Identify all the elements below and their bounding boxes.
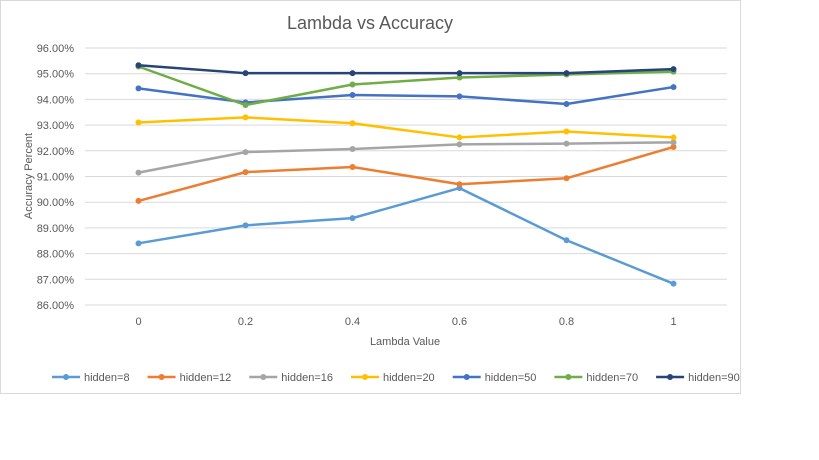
legend: hidden=8 hidden=12 hidden=16 hidden=20 hidde… [52, 372, 740, 384]
chart-area [0, 0, 741, 394]
y-tick-label: 89.00% [37, 223, 75, 235]
data-point [670, 280, 677, 287]
data-point [242, 114, 249, 121]
legend-label: hidden=50 [485, 372, 537, 384]
data-point [349, 163, 356, 170]
y-tick-label: 94.00% [37, 94, 75, 106]
data-point [563, 140, 570, 147]
data-point [670, 139, 677, 146]
data-point [456, 93, 463, 100]
series-line [138, 85, 674, 106]
legend-swatch-marker [667, 374, 674, 380]
legend-item: hidden=8 [52, 372, 130, 384]
data-point [242, 102, 249, 109]
y-tick-label: 92.00% [37, 146, 75, 158]
data-point [563, 128, 570, 135]
legend-item: hidden=16 [249, 372, 333, 384]
legend-swatch-marker [158, 374, 165, 380]
data-point [456, 141, 463, 148]
y-tick-label: 88.00% [37, 249, 75, 261]
series-line [138, 116, 674, 139]
data-point [670, 66, 677, 73]
data-point [349, 70, 356, 77]
data-point [349, 120, 356, 127]
legend-label: hidden=12 [180, 372, 232, 384]
data-point [135, 240, 142, 247]
data-point [242, 149, 249, 156]
data-point [349, 92, 356, 99]
legend-label: hidden=8 [84, 372, 130, 384]
y-tick-label: 90.00% [37, 197, 75, 209]
data-point [135, 119, 142, 126]
data-point [349, 81, 356, 88]
y-tick-label: 95.00% [37, 69, 75, 81]
y-axis-label: Accuracy Percent [23, 133, 35, 219]
data-point [135, 169, 142, 176]
data-point [456, 74, 463, 81]
data-point [135, 85, 142, 92]
x-axis-ticks: 0 0.2 0.4 0.6 0.8 1 [135, 316, 676, 328]
x-tick-label: 0.8 [559, 316, 574, 328]
data-point [456, 70, 463, 77]
y-tick-label: 87.00% [37, 274, 75, 286]
data-point [242, 222, 249, 229]
y-tick-label: 93.00% [37, 120, 75, 132]
legend-label: hidden=90 [688, 372, 740, 384]
x-tick-label: 0.4 [345, 316, 360, 328]
legend-swatch-marker [63, 374, 69, 380]
data-point [135, 62, 142, 69]
data-point [456, 134, 463, 141]
legend-label: hidden=20 [383, 372, 435, 384]
data-point [563, 175, 570, 182]
series-line [138, 63, 674, 75]
legend-item: hidden=50 [452, 372, 537, 384]
x-tick-label: 0.2 [238, 316, 253, 328]
legend-swatch-marker [361, 374, 368, 380]
legend-item: hidden=70 [554, 372, 638, 384]
data-point [670, 134, 677, 141]
legend-swatch-marker [260, 374, 267, 380]
data-point [349, 146, 356, 153]
x-axis-label: Lambda Value [370, 336, 440, 348]
x-tick-label: 0 [135, 316, 141, 328]
y-tick-label: 96.00% [37, 43, 75, 55]
data-point [563, 70, 570, 77]
series-line [138, 145, 674, 203]
legend-item: hidden=90 [656, 372, 740, 384]
legend-swatch-marker [565, 374, 572, 380]
y-tick-label: 86.00% [37, 300, 75, 312]
data-point [135, 197, 142, 204]
data-point [242, 70, 249, 77]
series-line [138, 186, 674, 285]
data-point [670, 143, 677, 150]
x-tick-label: 1 [670, 316, 676, 328]
data-point [242, 169, 249, 176]
legend-item: hidden=20 [350, 372, 435, 384]
legend-label: hidden=70 [586, 372, 638, 384]
series-line [138, 65, 674, 107]
y-tick-label: 91.00% [37, 172, 75, 184]
legend-label: hidden=16 [281, 372, 333, 384]
data-point [349, 215, 356, 222]
series-lines [135, 62, 677, 287]
data-point [563, 237, 570, 244]
data-point [456, 181, 463, 188]
legend-item: hidden=12 [147, 372, 232, 384]
x-tick-label: 0.6 [452, 316, 467, 328]
data-point [670, 84, 677, 91]
data-point [563, 101, 570, 108]
series-line [138, 141, 674, 174]
legend-swatch-marker [463, 374, 470, 380]
y-axis-ticks: 86.00% 87.00% 88.00% 89.00% 90.00% 91.00% 92.0… [37, 43, 75, 312]
chart-title: Lambda vs Accuracy [287, 13, 453, 33]
